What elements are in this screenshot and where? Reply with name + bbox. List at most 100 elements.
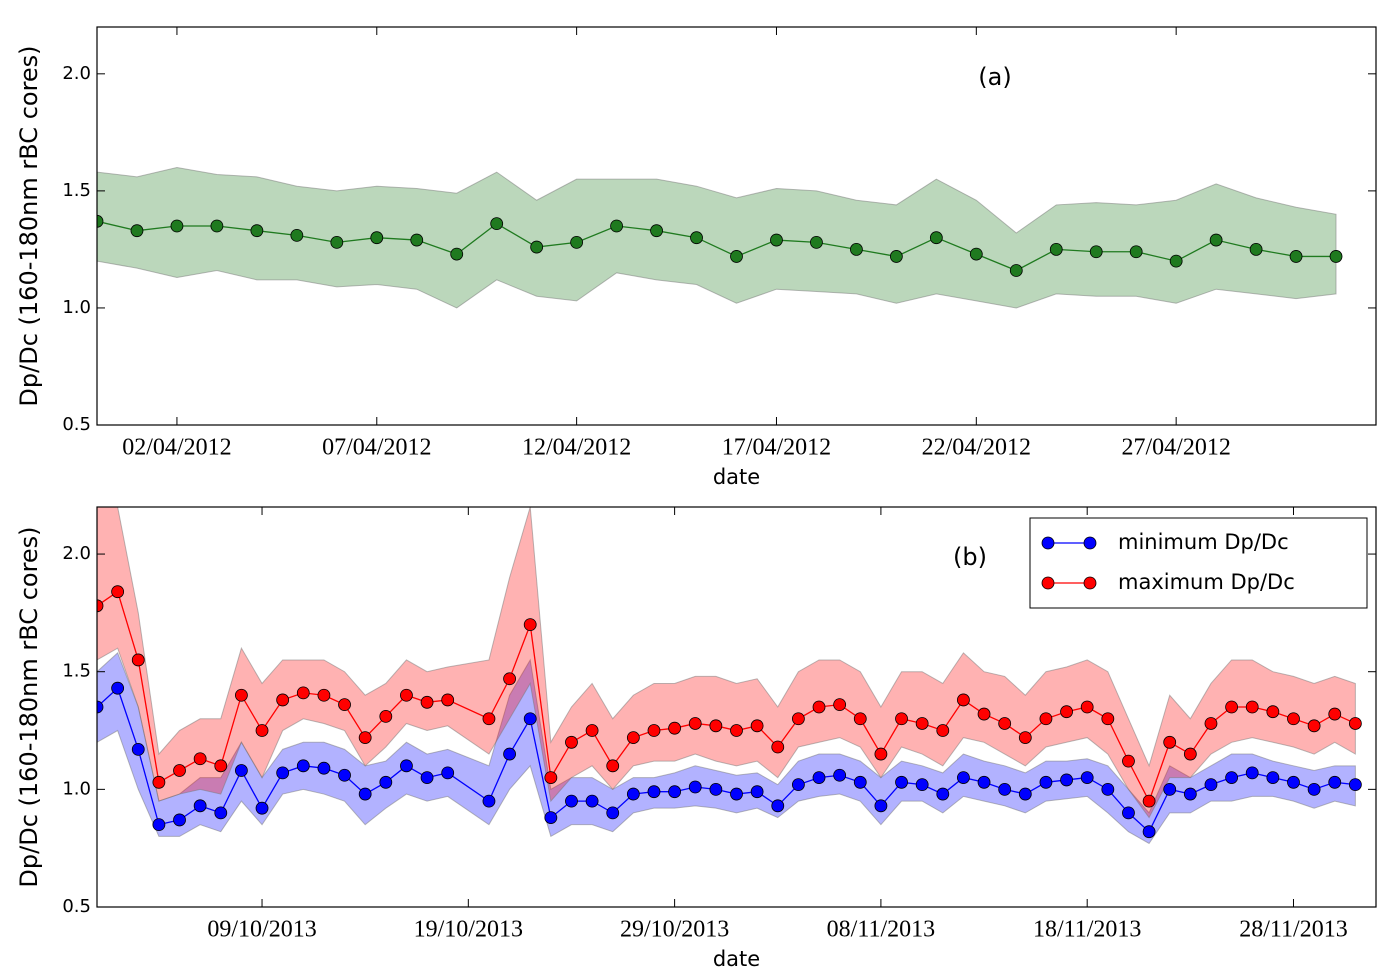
data-point: [1163, 782, 1177, 796]
data-point: [1307, 719, 1321, 733]
data-point: [1018, 787, 1032, 801]
data-point: [379, 775, 393, 789]
data-point: [850, 243, 863, 256]
data-point: [1329, 250, 1343, 263]
data-point: [97, 599, 104, 613]
data-point: [750, 785, 764, 799]
data-point: [1142, 825, 1156, 839]
data-point: [771, 799, 785, 813]
data-point: [544, 771, 558, 784]
y-tick-label: 2.0: [62, 63, 91, 84]
legend-marker: [1083, 536, 1097, 550]
data-point: [957, 693, 970, 707]
data-point: [1266, 705, 1280, 719]
x-axis-label: date: [713, 465, 760, 489]
data-point: [111, 681, 125, 695]
data-point: [895, 712, 908, 726]
data-point: [791, 712, 805, 726]
data-point: [523, 618, 537, 632]
data-point: [1049, 243, 1063, 256]
x-tick-label: 08/11/2013: [827, 917, 935, 943]
data-point: [317, 688, 331, 702]
range-band: [97, 652, 1356, 845]
data-point: [1122, 754, 1135, 768]
x-tick-label: 28/11/2013: [1239, 917, 1347, 943]
range-band: [97, 166, 1337, 309]
data-point: [709, 719, 723, 733]
data-point: [874, 747, 888, 761]
data-point: [338, 768, 351, 782]
data-point: [131, 742, 145, 756]
data-point: [276, 766, 290, 780]
data-point: [1101, 782, 1115, 796]
data-point: [853, 712, 867, 726]
data-point: [450, 247, 464, 261]
data-point: [668, 785, 682, 799]
data-point: [255, 801, 269, 815]
x-tick-label: 29/10/2013: [620, 917, 729, 943]
data-point: [1060, 773, 1073, 787]
plot-area: [97, 166, 1343, 309]
data-point: [1122, 806, 1135, 820]
data-point: [1328, 775, 1342, 789]
data-point: [1039, 712, 1053, 726]
data-point: [647, 724, 661, 737]
data-point: [730, 724, 743, 737]
data-point: [370, 231, 384, 245]
x-tick-label: 02/04/2012: [122, 435, 231, 461]
data-point: [1080, 771, 1094, 784]
series-line: [97, 220, 1337, 272]
data-point: [709, 782, 723, 796]
x-tick-label: 27/04/2012: [1121, 435, 1230, 461]
data-point: [791, 778, 805, 792]
data-point: [936, 724, 950, 737]
x-tick-label: 09/10/2013: [207, 917, 316, 943]
data-point: [610, 219, 623, 233]
data-point: [358, 787, 372, 801]
data-point: [874, 799, 888, 813]
data-point: [214, 806, 228, 820]
data-point: [1266, 771, 1280, 784]
y-tick-label: 1.0: [62, 778, 91, 799]
data-point: [482, 712, 496, 726]
data-point: [1169, 254, 1183, 268]
y-tick-label: 0.5: [62, 896, 91, 917]
data-point: [998, 782, 1012, 796]
data-point: [173, 764, 186, 777]
data-point: [688, 780, 702, 794]
data-point: [420, 771, 434, 784]
data-point: [650, 224, 663, 238]
y-tick-label: 0.5: [62, 414, 91, 435]
data-point: [730, 250, 743, 263]
x-tick-label: 12/04/2012: [522, 435, 631, 461]
data-point: [130, 224, 144, 238]
data-point: [276, 693, 290, 707]
y-axis-label: Dp/Dc (160-180nm rBC cores): [15, 45, 43, 406]
data-point: [1018, 731, 1032, 744]
data-point: [358, 731, 372, 744]
data-point: [770, 233, 783, 247]
axes-frame: [96, 26, 1377, 426]
data-point: [570, 235, 584, 249]
data-point: [812, 700, 826, 714]
data-point: [193, 752, 207, 766]
data-point: [1348, 717, 1362, 730]
data-point: [606, 806, 620, 820]
data-point: [977, 775, 991, 789]
data-point: [833, 768, 847, 782]
data-point: [1204, 717, 1218, 730]
data-point: [688, 717, 702, 730]
data-point: [565, 794, 578, 808]
data-point: [523, 712, 537, 726]
data-point: [503, 672, 516, 686]
data-point: [1289, 250, 1303, 263]
data-point: [1249, 243, 1263, 256]
x-tick-label: 07/04/2012: [322, 435, 431, 461]
data-point: [1060, 705, 1073, 719]
data-point: [1129, 245, 1143, 259]
data-point: [998, 717, 1012, 730]
data-point: [1348, 778, 1362, 792]
data-point: [1009, 264, 1023, 277]
y-tick-label: 1.5: [62, 180, 91, 201]
data-point: [730, 787, 743, 801]
